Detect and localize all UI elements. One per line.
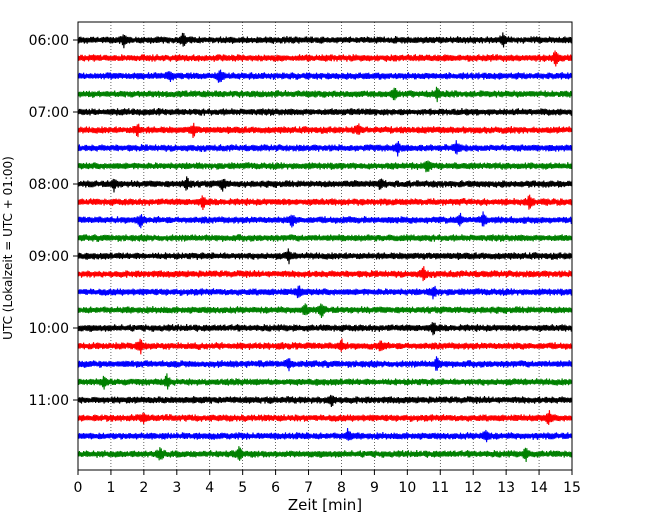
trace-0645 xyxy=(77,86,573,103)
trace-0815 xyxy=(77,194,573,211)
trace-0845 xyxy=(77,234,573,242)
trace-1100 xyxy=(77,394,573,407)
trace-0730 xyxy=(77,140,573,157)
x-tick-label: 15 xyxy=(563,480,581,496)
y-tick-label: 08:00 xyxy=(29,177,69,193)
x-tick-label: 0 xyxy=(74,480,83,496)
x-tick-label: 8 xyxy=(337,480,346,496)
y-axis-label: UTC (Lokalzeit = UTC + 01:00) xyxy=(1,156,15,340)
trace-0745 xyxy=(77,160,573,173)
y-tick-label: 11:00 xyxy=(29,393,69,409)
x-tick-label: 5 xyxy=(238,480,247,496)
trace-0615 xyxy=(77,50,573,67)
trace-1045 xyxy=(77,373,573,390)
trace-1030 xyxy=(77,356,573,372)
trace-0800 xyxy=(77,176,573,193)
trace-1145 xyxy=(77,446,573,463)
x-tick-label: 3 xyxy=(172,480,181,496)
y-tick-label: 09:00 xyxy=(29,249,69,265)
plot-frame xyxy=(77,21,573,471)
trace-0630 xyxy=(77,69,573,83)
x-tick-label: 1 xyxy=(106,480,115,496)
x-tick-label: 9 xyxy=(370,480,379,496)
x-tick-label: 14 xyxy=(530,480,548,496)
y-tick-label: 07:00 xyxy=(29,105,69,121)
trace-0915 xyxy=(77,266,573,282)
vertical-gridlines xyxy=(110,22,540,470)
x-tick-label: 4 xyxy=(205,480,214,496)
trace-0930 xyxy=(77,285,573,300)
x-tick-label: 12 xyxy=(464,480,482,496)
trace-1015 xyxy=(77,338,573,355)
x-tick-label: 6 xyxy=(271,480,280,496)
seismic-traces xyxy=(77,32,573,463)
x-tick-label: 13 xyxy=(497,480,515,496)
trace-1115 xyxy=(77,410,573,425)
trace-0700 xyxy=(77,107,573,116)
y-tick-label: 10:00 xyxy=(29,321,69,337)
x-tick-label: 7 xyxy=(304,480,313,496)
x-axis-label: Zeit [min] xyxy=(288,496,362,514)
x-tick-label: 2 xyxy=(139,480,148,496)
y-tick-label: 06:00 xyxy=(29,33,69,49)
trace-0900 xyxy=(77,248,573,265)
x-tick-label: 10 xyxy=(398,480,416,496)
trace-1000 xyxy=(77,322,573,336)
y-axis-ticks: 06:00 07:00 08:00 09:00 10:00 11:00 xyxy=(29,33,78,409)
trace-0945 xyxy=(77,303,573,319)
x-tick-label: 11 xyxy=(431,480,449,496)
trace-0830 xyxy=(77,211,573,229)
trace-0715 xyxy=(77,122,573,139)
trace-1130 xyxy=(77,428,573,443)
trace-0600 xyxy=(77,32,573,49)
x-axis-ticks: 0 1 2 3 4 5 6 7 8 9 10 11 12 13 14 15 xyxy=(74,470,581,496)
